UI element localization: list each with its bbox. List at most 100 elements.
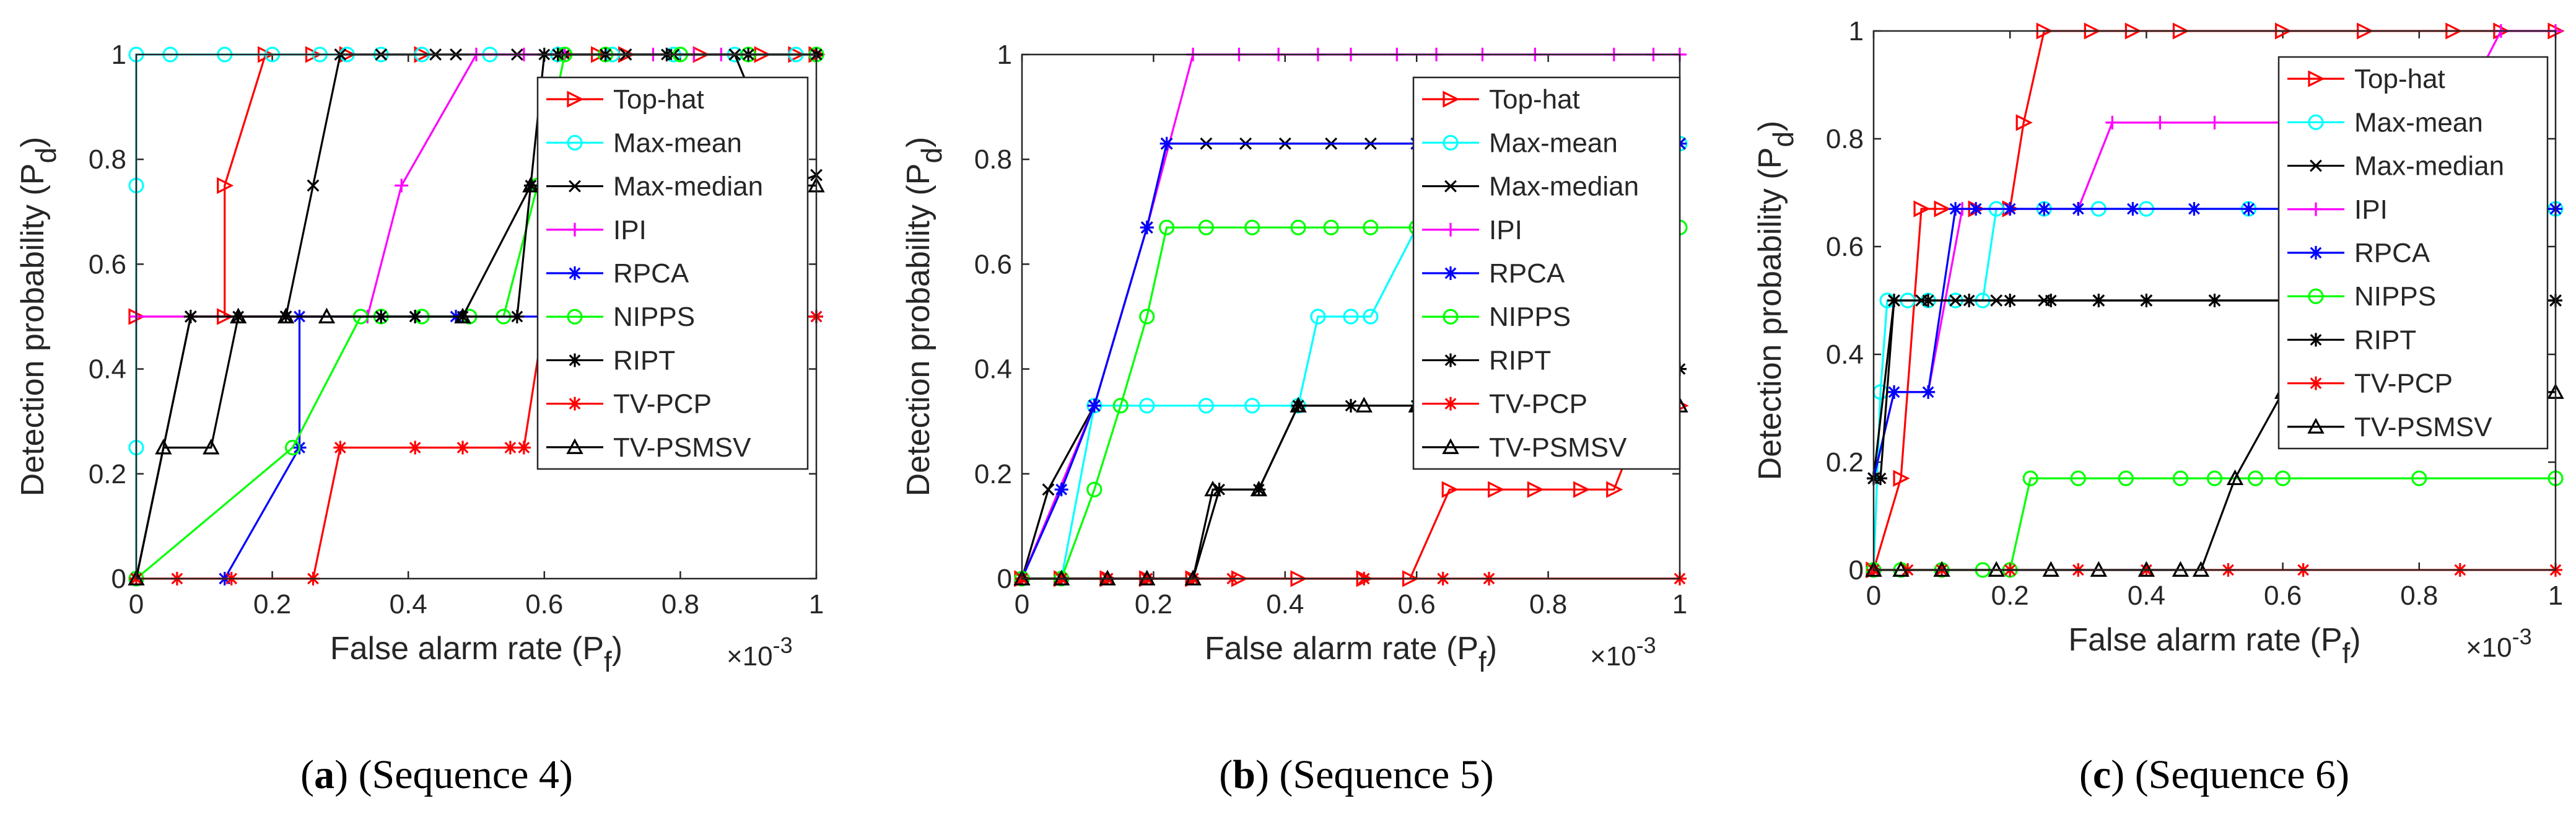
- legend-label: NIPPS: [1489, 302, 1571, 332]
- y-axis-label: Detection probability (Pd): [901, 137, 948, 497]
- caption-open: (: [1219, 752, 1233, 797]
- x-tick-label: 0.8: [661, 589, 699, 620]
- y-tick-label: 0.6: [974, 249, 1012, 279]
- data-point: [1087, 398, 1101, 413]
- legend-marker: [1444, 396, 1457, 411]
- data-point: [1527, 481, 1544, 498]
- data-point: [1363, 309, 1379, 325]
- y-axis-label-main: Detection probability (P: [15, 164, 51, 497]
- legend-label: Max-median: [1489, 172, 1639, 202]
- data-point: [2044, 294, 2058, 307]
- legend-label: NIPPS: [2354, 281, 2436, 312]
- legend-marker: [2310, 159, 2322, 172]
- data-point: [2247, 470, 2264, 486]
- x-exponent: ×10-3: [1590, 633, 1656, 672]
- legend-marker: [1443, 90, 1460, 108]
- data-point: [1112, 398, 1129, 414]
- chart-panel-2: 0 0.2 0.4 0.6 0.8 1 0 0.2 0.4 0.6 0.8 1 Top-hat Max-m…: [901, 40, 1689, 797]
- y-tick-label: 0.8: [1826, 124, 1864, 154]
- axes-frame: [135, 53, 818, 580]
- x-tick-label: 0.6: [2264, 580, 2302, 611]
- data-point: [2092, 294, 2106, 307]
- y-tick-label: 0.6: [89, 249, 126, 279]
- x-tick-label: 0: [129, 589, 144, 620]
- legend-label: TV-PSMSV: [1489, 432, 1627, 463]
- data-point: [1159, 219, 1175, 235]
- panel-caption: (a) (Sequence 4): [300, 752, 573, 797]
- data-point: [183, 310, 198, 323]
- data-point: [1250, 480, 1268, 497]
- legend-label: Top-hat: [1489, 84, 1580, 115]
- y-tick-label: 0.2: [1826, 447, 1864, 478]
- data-point: [1290, 396, 1307, 413]
- legend-marker: [1444, 180, 1457, 193]
- data-point: [318, 307, 336, 323]
- legend-marker: [2308, 70, 2325, 87]
- y-axis-label-end: ): [15, 137, 51, 147]
- legend-marker: [1442, 438, 1459, 454]
- data-point: [2226, 469, 2244, 486]
- caption-text: (Sequence 4): [359, 752, 573, 797]
- legend-marker: [569, 180, 581, 193]
- y-axis-label-sub: d: [915, 147, 948, 164]
- legend-marker: [568, 266, 582, 280]
- caption-text: (Sequence 6): [2135, 752, 2349, 797]
- legend-label: RIPT: [613, 345, 675, 375]
- y-tick-label: 1: [111, 40, 126, 70]
- y-tick-label: 0: [1849, 555, 1864, 585]
- y-axis-label: Detection probability (Pd): [1752, 121, 1799, 481]
- legend-label: Max-median: [2354, 151, 2504, 182]
- legend-marker: [1443, 309, 1459, 325]
- data-point: [2022, 470, 2038, 486]
- x-exponent: ×10-3: [727, 633, 793, 672]
- x-tick-label: 1: [2548, 580, 2563, 611]
- data-point: [1874, 471, 1888, 486]
- data-point: [517, 440, 531, 455]
- legend-marker: [567, 134, 583, 151]
- legend-label: Top-hat: [2354, 64, 2445, 94]
- caption-open: (: [2079, 752, 2093, 797]
- y-tick-label: 0.8: [89, 144, 126, 175]
- data-point: [2139, 294, 2154, 307]
- x-tick-label: 0.6: [525, 589, 563, 620]
- legend-marker: [567, 309, 583, 325]
- x-exponent-base: ×10: [2466, 633, 2512, 663]
- series-line: [1874, 299, 2556, 480]
- data-point: [1290, 219, 1306, 235]
- x-tick-label: 0.4: [2128, 580, 2165, 611]
- legend-label: TV-PSMSV: [613, 432, 751, 463]
- data-point: [395, 178, 409, 193]
- data-point: [155, 439, 172, 455]
- data-point: [284, 439, 301, 456]
- caption-letter: b: [1233, 752, 1255, 797]
- data-point: [2275, 470, 2291, 486]
- data-point: [454, 307, 471, 323]
- data-point: [1921, 294, 1936, 307]
- legend-label: IPI: [613, 215, 647, 245]
- data-point: [1244, 219, 1260, 235]
- x-tick-label: 1: [809, 589, 824, 620]
- data-point: [1606, 481, 1623, 498]
- data-point: [522, 177, 539, 193]
- chart-panel-1: 0 0.2 0.4 0.6 0.8 1 0 0.2 0.4 0.6 0.8 1 Top-hat Max-m…: [15, 40, 826, 797]
- x-tick-label: 0.4: [1266, 589, 1304, 620]
- data-point: [1949, 202, 1963, 216]
- data-point: [1139, 398, 1155, 414]
- legend-marker: [2309, 333, 2323, 347]
- legend-label: RPCA: [1489, 258, 1565, 289]
- legend-label: RPCA: [613, 258, 689, 289]
- data-point: [1969, 202, 1983, 216]
- legend-marker: [566, 438, 583, 454]
- data-point: [2118, 470, 2134, 486]
- data-point: [2172, 470, 2189, 486]
- data-point: [510, 310, 524, 323]
- x-exponent-power: -3: [2512, 624, 2532, 649]
- data-point: [2242, 202, 2256, 216]
- data-point: [1441, 481, 1459, 498]
- legend-marker: [568, 353, 582, 367]
- legend-marker: [2309, 376, 2323, 390]
- legend-marker: [1444, 353, 1457, 367]
- data-point: [1244, 398, 1260, 414]
- data-point: [1893, 470, 1910, 487]
